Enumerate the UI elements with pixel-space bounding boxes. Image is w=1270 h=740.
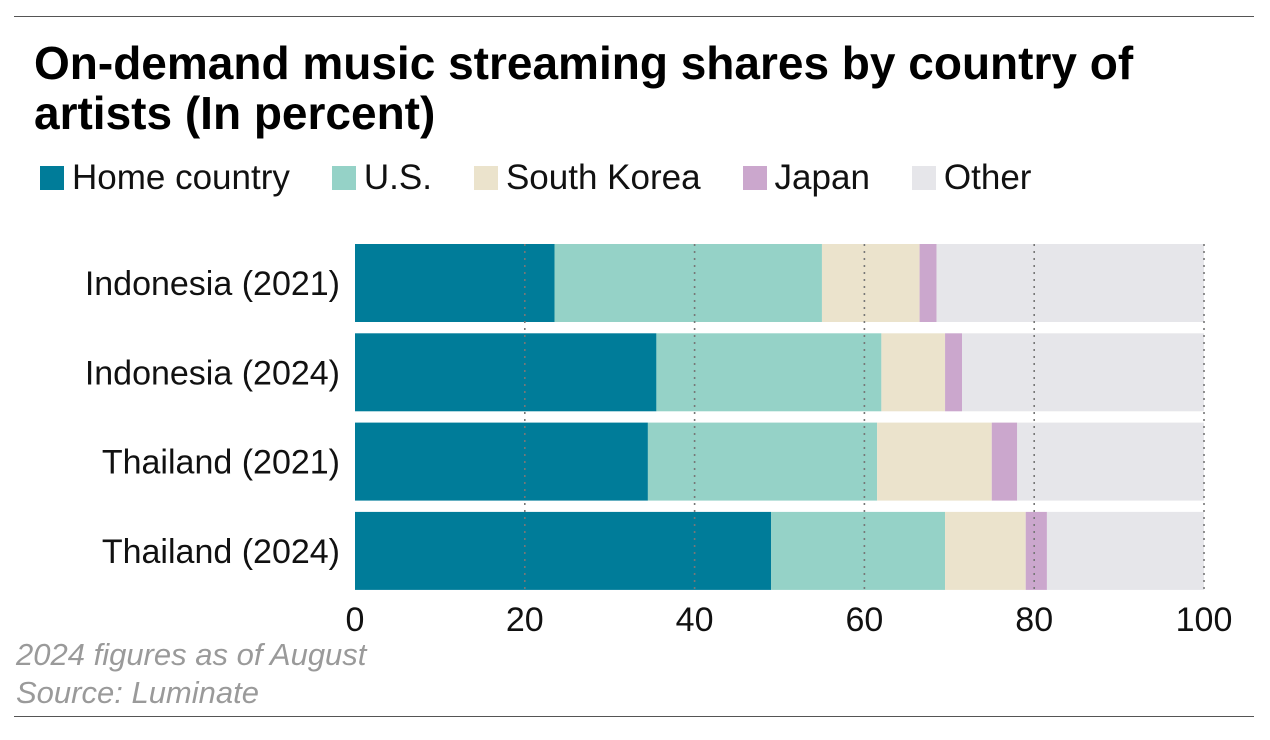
note-source: Source: Luminate: [16, 675, 259, 710]
legend-item-us: U.S.: [331, 158, 432, 198]
legend-item-home-country: Home country: [40, 158, 290, 198]
bar-thailand-2021-south-korea: [877, 422, 992, 501]
category-label-indonesia-2024: Indonesia (2024): [85, 354, 340, 392]
category-label-thailand-2021: Thailand (2021): [102, 444, 340, 482]
bar-thailand-2024-home-country: [355, 511, 772, 590]
x-tick-label-60: 60: [845, 601, 883, 639]
legend-swatch-other: [911, 166, 936, 190]
x-tick-label-100: 100: [1176, 601, 1233, 639]
bar-indonesia-2021-home-country: [355, 244, 555, 322]
bar-thailand-2024-south-korea: [945, 511, 1026, 590]
bottom-rule: [14, 716, 1254, 717]
bar-indonesia-2024-home-country: [355, 333, 657, 412]
category-label-thailand-2024: Thailand (2024): [102, 533, 340, 571]
legend-swatch-south-korea: [473, 166, 498, 190]
legend-label-home-country: Home country: [72, 158, 290, 197]
x-tick-label-80: 80: [1015, 601, 1053, 639]
legend-item-japan: Japan: [742, 158, 870, 198]
x-tick-label-40: 40: [676, 601, 714, 639]
legend-swatch-home-country: [40, 166, 64, 190]
chart-notes: 2024 figures as of August Source: Lumina…: [16, 636, 366, 712]
bar-indonesia-2024-other: [962, 333, 1204, 412]
bar-thailand-2021-japan: [991, 422, 1018, 501]
bar-indonesia-2021-south-korea: [821, 244, 920, 322]
chart-title: On-demand music streaming shares by coun…: [34, 37, 1134, 139]
legend-item-south-korea: South Korea: [473, 158, 701, 198]
bar-indonesia-2021-u-s: [554, 244, 822, 322]
legend-label-south-korea: South Korea: [505, 158, 701, 197]
legend-swatch-us: [331, 166, 356, 190]
bar-indonesia-2024-japan: [945, 333, 963, 412]
x-tick-label-20: 20: [506, 601, 544, 639]
bar-thailand-2024-other: [1046, 511, 1204, 590]
bar-thailand-2021-home-country: [355, 422, 648, 501]
bar-thailand-2021-other: [1017, 422, 1204, 501]
category-label-indonesia-2021: Indonesia (2021): [85, 265, 340, 303]
bar-indonesia-2021-japan: [919, 244, 937, 322]
x-tick-label-0: 0: [346, 601, 365, 639]
bar-thailand-2021-u-s: [647, 422, 878, 501]
legend-label-other: Other: [943, 158, 1032, 197]
legend-item-other: Other: [911, 158, 1032, 198]
legend: Home country U.S. South Korea Japan Othe…: [40, 158, 1073, 198]
bar-indonesia-2024-u-s: [656, 333, 882, 412]
top-rule: [14, 16, 1254, 17]
legend-swatch-japan: [742, 166, 767, 190]
legend-label-us: U.S.: [363, 158, 432, 197]
bar-thailand-2024-u-s: [771, 511, 946, 590]
bar-indonesia-2024-south-korea: [881, 333, 946, 412]
legend-label-japan: Japan: [774, 158, 870, 197]
bar-thailand-2024-japan: [1025, 511, 1047, 590]
bars-group: [355, 244, 1204, 590]
note-figures-date: 2024 figures as of August: [16, 637, 367, 672]
bar-indonesia-2021-other: [936, 244, 1204, 322]
